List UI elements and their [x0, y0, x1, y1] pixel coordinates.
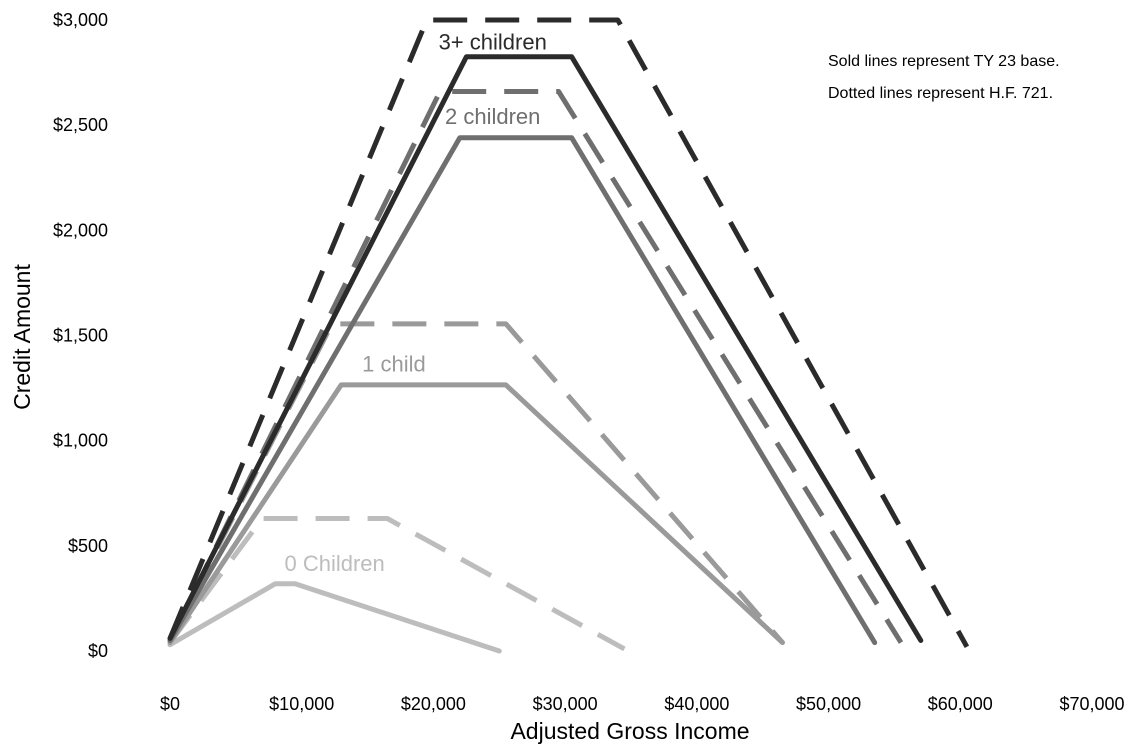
series-label-1-child: 1 child: [362, 351, 426, 376]
series-line-0-children-dashed: [167, 516, 626, 652]
x-tick-label: $20,000: [401, 694, 466, 714]
series-label-2-children: 2 children: [445, 104, 540, 129]
series-line-1-child-solid: [167, 382, 785, 646]
annotation-dotted-lines: Dotted lines represent H.F. 721.: [828, 85, 1053, 102]
y-axis-ticks: $0 $500 $1,000 $1,500 $2,000 $2,500 $3,000: [53, 10, 108, 661]
series-line-0-children-solid: [167, 581, 502, 654]
x-tick-label: $70,000: [1059, 694, 1124, 714]
series-line-2-children-solid: [167, 135, 878, 646]
y-tick-label: $2,000: [53, 220, 108, 240]
x-tick-label: $50,000: [796, 694, 861, 714]
x-tick-label: $40,000: [664, 694, 729, 714]
y-tick-label: $3,000: [53, 10, 108, 30]
series-line-3plus-children-dashed: [167, 17, 970, 649]
series-label-0-children: 0 Children: [285, 551, 385, 576]
x-axis-title: Adjusted Gross Income: [510, 718, 749, 744]
y-tick-label: $1,500: [53, 326, 108, 346]
x-tick-label: $30,000: [533, 694, 598, 714]
y-tick-label: $0: [88, 641, 108, 661]
series-line-2-children-dashed: [167, 89, 904, 644]
x-tick-label: $0: [160, 694, 180, 714]
y-axis-title: Credit Amount: [9, 264, 35, 410]
series-line-3plus-children-solid: [167, 54, 924, 643]
series-lines: [167, 17, 970, 654]
series-label-3plus-children: 3+ children: [439, 29, 547, 54]
x-tick-label: $60,000: [928, 694, 993, 714]
series-labels: 3+ children 2 children 1 child 0 Children: [285, 29, 547, 576]
y-tick-label: $2,500: [53, 115, 108, 135]
annotation-solid-lines: Sold lines represent TY 23 base.: [828, 53, 1060, 70]
x-tick-label: $10,000: [269, 694, 334, 714]
y-tick-label: $500: [68, 536, 108, 556]
x-axis-ticks: $0 $10,000 $20,000 $30,000 $40,000 $50,000 $60…: [160, 694, 1125, 714]
y-tick-label: $1,000: [53, 431, 108, 451]
